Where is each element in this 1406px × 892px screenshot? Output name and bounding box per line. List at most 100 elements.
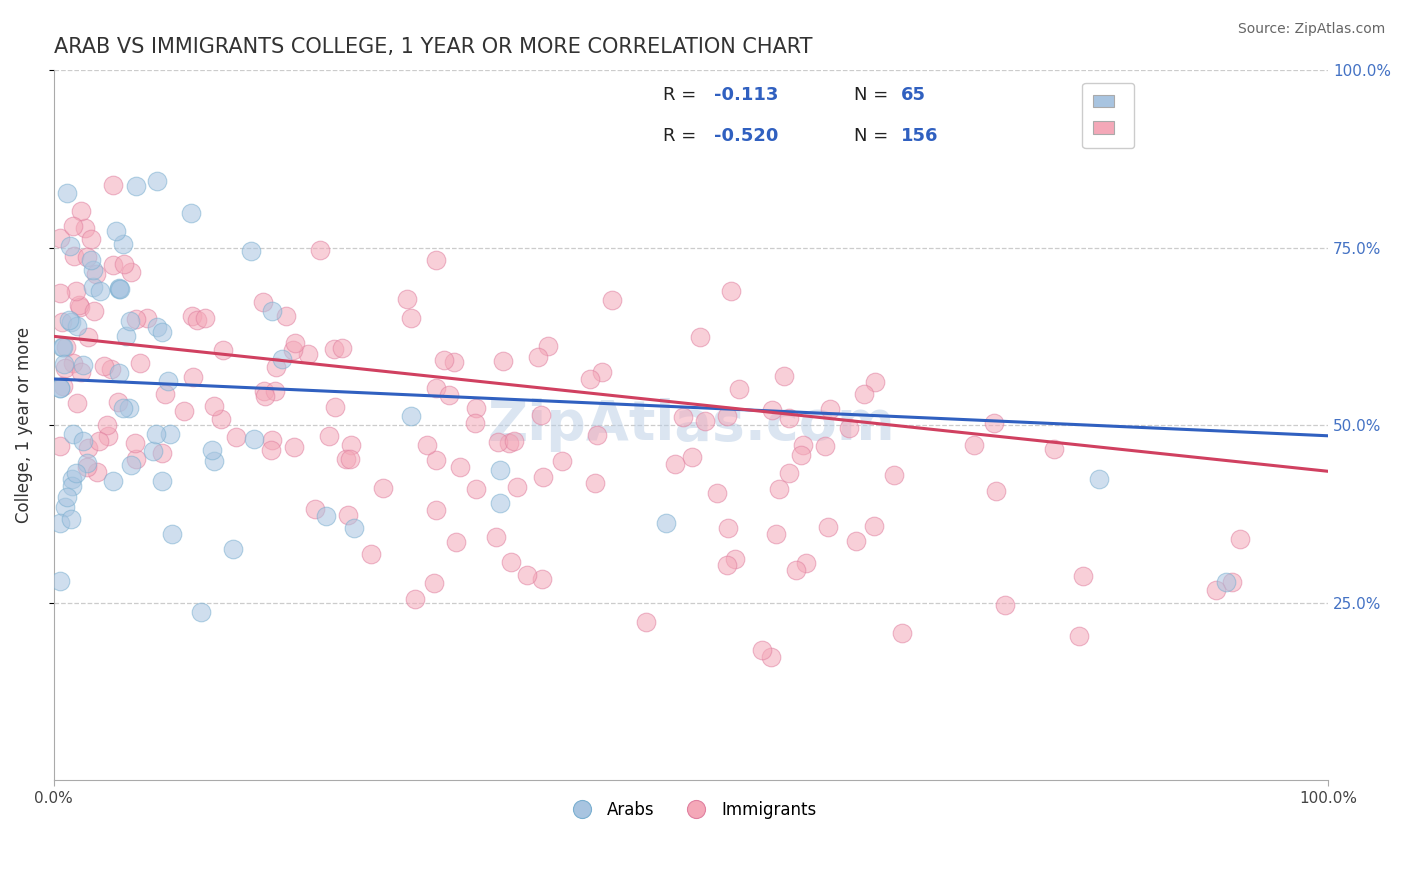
- Point: [720, 284, 742, 298]
- Point: [817, 520, 839, 534]
- Point: [60, 479, 83, 493]
- Point: [423, 576, 446, 591]
- Point: [101, 178, 124, 192]
- Point: [498, 436, 520, 450]
- Point: [124, 436, 146, 450]
- Point: [125, 452, 148, 467]
- Point: [156, 375, 179, 389]
- Point: [1071, 569, 1094, 583]
- Point: [77, 330, 100, 344]
- Point: [59, 239, 82, 253]
- Point: [1067, 629, 1090, 643]
- Point: [80, 232, 103, 246]
- Point: [86, 267, 108, 281]
- Point: [444, 535, 467, 549]
- Point: [820, 402, 842, 417]
- Point: [120, 265, 142, 279]
- Point: [183, 370, 205, 384]
- Point: [297, 347, 319, 361]
- Point: [761, 402, 783, 417]
- Point: [89, 284, 111, 298]
- Point: [600, 293, 623, 307]
- Point: [202, 454, 225, 468]
- Point: [82, 279, 104, 293]
- Point: [526, 350, 548, 364]
- Point: [751, 642, 773, 657]
- Point: [125, 312, 148, 326]
- Point: [180, 206, 202, 220]
- Point: [728, 382, 751, 396]
- Point: [693, 414, 716, 428]
- Point: [108, 366, 131, 380]
- Point: [202, 399, 225, 413]
- Point: [335, 452, 357, 467]
- Point: [62, 427, 84, 442]
- Point: [634, 615, 657, 629]
- Point: [537, 339, 560, 353]
- Text: ZipAtlas.com: ZipAtlas.com: [486, 398, 894, 452]
- Point: [129, 356, 152, 370]
- Point: [60, 511, 83, 525]
- Point: [323, 400, 346, 414]
- Point: [399, 310, 422, 325]
- Point: [499, 555, 522, 569]
- Point: [304, 501, 326, 516]
- Point: [689, 330, 711, 344]
- Point: [56, 490, 79, 504]
- Point: [142, 444, 165, 458]
- Point: [503, 434, 526, 448]
- Point: [318, 429, 340, 443]
- Point: [49, 381, 72, 395]
- Point: [531, 470, 554, 484]
- Point: [464, 482, 486, 496]
- Point: [52, 357, 75, 371]
- Point: [49, 286, 72, 301]
- Point: [416, 438, 439, 452]
- Point: [136, 311, 159, 326]
- Point: [225, 430, 247, 444]
- Point: [309, 243, 332, 257]
- Point: [60, 471, 83, 485]
- Point: [49, 381, 72, 395]
- Point: [583, 475, 606, 490]
- Point: [768, 483, 790, 497]
- Point: [72, 434, 94, 448]
- Point: [153, 387, 176, 401]
- Text: ARAB VS IMMIGRANTS COLLEGE, 1 YEAR OR MORE CORRELATION CHART: ARAB VS IMMIGRANTS COLLEGE, 1 YEAR OR MO…: [53, 37, 813, 57]
- Point: [399, 409, 422, 424]
- Point: [51, 315, 73, 329]
- Point: [252, 295, 274, 310]
- Point: [794, 557, 817, 571]
- Point: [1087, 471, 1109, 485]
- Point: [65, 285, 87, 299]
- Point: [209, 411, 232, 425]
- Point: [489, 463, 512, 477]
- Point: [266, 359, 288, 374]
- Point: [66, 319, 89, 334]
- Point: [173, 404, 195, 418]
- Text: 156: 156: [901, 127, 939, 145]
- Point: [112, 257, 135, 271]
- Point: [145, 426, 167, 441]
- Point: [664, 458, 686, 472]
- Point: [792, 437, 814, 451]
- Point: [654, 516, 676, 530]
- Text: R =: R =: [664, 86, 696, 103]
- Text: -0.113: -0.113: [714, 86, 779, 103]
- Point: [425, 252, 447, 267]
- Point: [107, 395, 129, 409]
- Point: [586, 428, 609, 442]
- Point: [485, 530, 508, 544]
- Point: [254, 389, 277, 403]
- Point: [59, 315, 82, 329]
- Point: [488, 435, 510, 450]
- Point: [55, 339, 77, 353]
- Point: [150, 446, 173, 460]
- Legend: Arabs, Immigrants: Arabs, Immigrants: [558, 794, 824, 825]
- Point: [120, 313, 142, 327]
- Point: [551, 453, 574, 467]
- Point: [112, 237, 135, 252]
- Point: [93, 359, 115, 373]
- Text: Source: ZipAtlas.com: Source: ZipAtlas.com: [1237, 22, 1385, 37]
- Point: [115, 329, 138, 343]
